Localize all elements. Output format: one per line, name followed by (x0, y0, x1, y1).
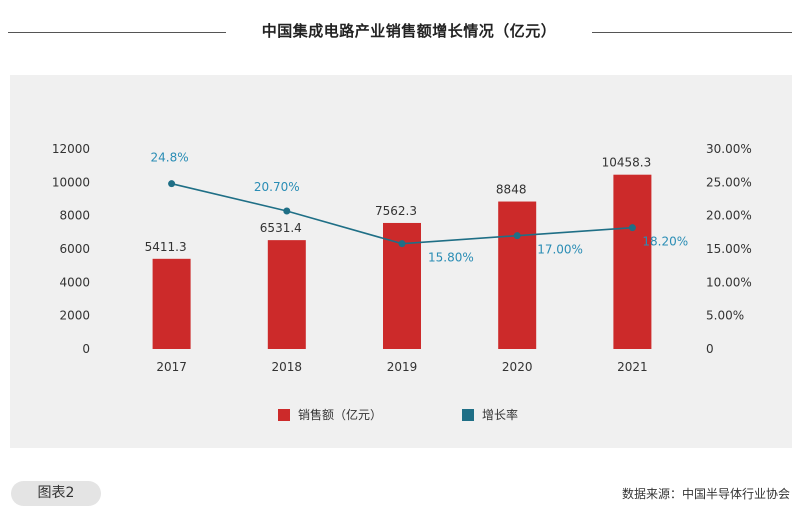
growth-rate-label: 20.70% (254, 180, 300, 194)
y-left-tick-label: 12000 (52, 142, 90, 156)
legend-label-sales: 销售额（亿元） (298, 407, 382, 422)
x-tick-label: 2020 (502, 360, 533, 374)
bar-value-label: 7562.3 (375, 204, 417, 218)
combo-chart: 0 2000 4000 6000 8000 10000 12000 0 5.00% 10.00% 1… (52, 142, 752, 422)
growth-rate-point (628, 224, 636, 232)
y-left-tick-label: 8000 (59, 209, 90, 223)
bar (498, 201, 537, 349)
y-right-tick-label: 20.00% (706, 209, 752, 223)
y-right-tick-label: 5.00% (706, 309, 744, 323)
chart-title: 中国集成电路产业销售额增长情况（亿元） (261, 22, 557, 40)
bar (267, 240, 306, 349)
chart-panel: 0 2000 4000 6000 8000 10000 12000 0 5.00% 10.00% 1… (10, 75, 792, 448)
bar-value-label: 10458.3 (602, 156, 652, 170)
x-tick-label: 2021 (617, 360, 648, 374)
y-right-tick-label: 30.00% (706, 142, 752, 156)
growth-rate-point (513, 232, 521, 240)
y-right-tick-label: 25.00% (706, 175, 752, 189)
bar-value-label: 6531.4 (260, 221, 302, 235)
y-right-tick-label: 10.00% (706, 275, 752, 289)
title-rule-right (592, 32, 792, 33)
growth-rate-point (168, 180, 176, 188)
growth-rate-point (398, 240, 406, 248)
legend-swatch-sales (278, 409, 290, 421)
bar (613, 174, 652, 349)
y-right-tick-label: 0 (706, 342, 714, 356)
y-left-tick-label: 6000 (59, 242, 90, 256)
y-right-tick-label: 15.00% (706, 242, 752, 256)
growth-rate-point (283, 207, 291, 215)
growth-rate-label: 17.00% (537, 243, 583, 257)
bar (152, 258, 191, 349)
figure-label: 图表2 (11, 481, 101, 506)
x-tick-label: 2017 (156, 360, 187, 374)
legend-swatch-growth (462, 409, 474, 421)
data-source: 数据来源：中国半导体行业协会 (621, 487, 790, 501)
title-rule-left (8, 32, 226, 33)
y-left-tick-label: 2000 (59, 309, 90, 323)
y-left-tick-label: 10000 (52, 175, 90, 189)
y-left-tick-label: 4000 (59, 275, 90, 289)
y-left-tick-label: 0 (82, 342, 90, 356)
x-tick-label: 2018 (272, 360, 303, 374)
bar-value-label: 8848 (496, 183, 527, 197)
growth-rate-label: 15.80% (428, 251, 474, 265)
title-row: 中国集成电路产业销售额增长情况（亿元） (0, 14, 800, 44)
legend-label-growth: 增长率 (482, 407, 518, 422)
growth-rate-label: 18.20% (642, 235, 688, 249)
bar-value-label: 5411.3 (145, 240, 187, 254)
x-tick-label: 2019 (387, 360, 418, 374)
growth-rate-label: 24.8% (151, 151, 189, 165)
